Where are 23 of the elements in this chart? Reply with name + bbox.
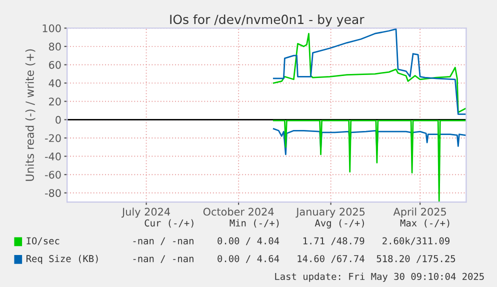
y-tick-label: -60 — [45, 170, 61, 179]
x-tick-label: January 2025 — [296, 208, 365, 218]
y-tick-label: -40 — [45, 152, 61, 160]
y-tick-label: 80 — [48, 42, 61, 51]
x-tick-label: October 2024 — [203, 208, 274, 216]
y-axis-title: Units read (-) / write (+) — [25, 49, 36, 181]
x-tick-label: April 2025 — [393, 208, 446, 218]
legend-label: Req Size (KB) — [26, 254, 98, 264]
chart-title: IOs for /dev/nvme0n1 - by year — [170, 14, 364, 27]
text: Cur (-/+) Min (-/+) Avg (-/+) Max (-/+) — [144, 219, 450, 228]
text: -nan / -nan 0.00 / 4.64 14.60 /67.74 518.20 /175.25 — [133, 255, 456, 263]
x-tick-label: July 2024 — [121, 208, 170, 218]
y-tick-label: 20 — [49, 98, 61, 106]
y-tick-label: 0 — [56, 116, 61, 124]
legend-label: IO/sec — [26, 237, 60, 246]
text: Last update: Fri May 30 09:10:04 2025 — [275, 272, 484, 282]
y-tick-label: 100 — [42, 24, 61, 32]
y-tick-label: -80 — [45, 189, 61, 197]
text: -nan / -nan 0.00 / 4.04 1.71 /48.79 2.60k/311.09 — [133, 237, 450, 246]
y-tick-label: 60 — [49, 60, 61, 69]
y-tick-label: 40 — [48, 79, 61, 88]
line-series — [272, 120, 466, 202]
y-tick-label: -20 — [45, 134, 61, 142]
